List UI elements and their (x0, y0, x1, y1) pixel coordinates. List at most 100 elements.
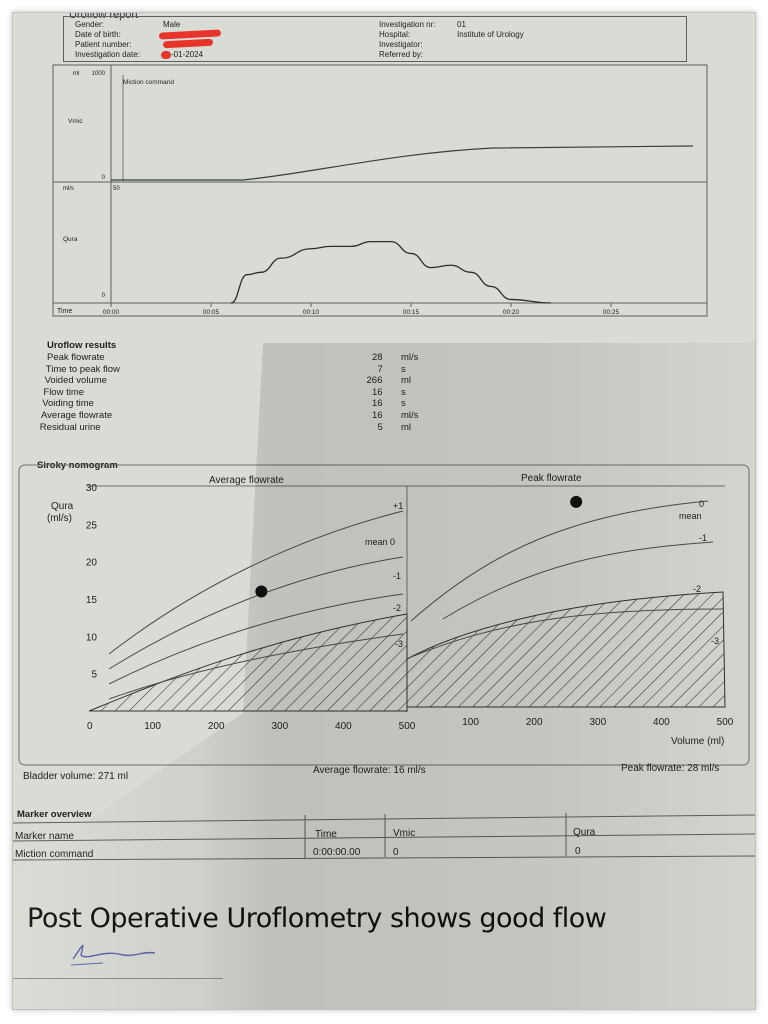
curve-label: +1 (393, 501, 403, 511)
x-tick-label: 100 (144, 721, 161, 732)
report-paper: Uroflow report Gender: Male Date of birt… (12, 12, 756, 1010)
gender-value: Male (163, 20, 181, 29)
y-tick-label: 10 (86, 632, 98, 643)
y-tick-label: 15 (86, 595, 98, 606)
marker-qura-cell: 0 (575, 846, 581, 857)
x-tick-label: 300 (271, 721, 288, 732)
x-tick-label: 500 (399, 721, 416, 732)
report-title: Uroflow report (69, 12, 139, 21)
curve-label: -1 (699, 533, 707, 543)
y-axis-label: Qura (51, 501, 74, 512)
vmic-max: 1000 (92, 71, 106, 77)
bladder-volume: Bladder volume: 271 ml (23, 771, 128, 779)
result-value: 7 (377, 363, 383, 375)
x-tick-label: 400 (653, 717, 670, 728)
time-axis-label: Time (57, 308, 72, 315)
miction-command-label: Miction command (123, 79, 174, 86)
time-ticks: 00:00 00:05 00:10 00:15 00:20 00:25 (103, 303, 620, 316)
results-title: Uroflow results (47, 340, 117, 351)
qura-axis-label: Qura (63, 236, 78, 243)
curve-label: -3 (395, 639, 403, 649)
x-tick-labels: 100 200 300 400 500 100 200 300 400 500 (144, 717, 734, 732)
y-tick-labels: 30 25 20 15 10 5 (86, 483, 98, 681)
investigation-nr-label: Investigation nr: (379, 20, 436, 29)
siroky-nomogram: Average flowrate Peak flowrate Qura (ml/… (18, 464, 750, 779)
y-tick-label: 30 (86, 483, 98, 494)
x-tick-label: 500 (717, 717, 734, 728)
result-unit: ml/s (401, 352, 419, 363)
investigation-date-value: -01-2024 (171, 50, 204, 59)
x-tick-label: 200 (526, 717, 543, 728)
result-label: Average flowrate (41, 410, 113, 421)
time-tick-label: 00:05 (203, 309, 220, 316)
marker-table: Marker name Time Vmic Qura Miction comma… (13, 813, 755, 861)
curve-label: -2 (693, 584, 701, 594)
x-tick-label: 400 (335, 721, 352, 732)
vmic-axis-label: Vmic (68, 118, 83, 125)
referred-by-label: Referred by: (379, 50, 424, 59)
qura-unit: ml/s (63, 186, 74, 192)
result-value: 5 (377, 421, 383, 433)
time-tick-label: 00:15 (403, 309, 420, 316)
column-header: Marker name (15, 831, 74, 842)
patient-number-label: Patient number: (75, 40, 132, 49)
column-header: Time (315, 829, 337, 840)
result-value: 16 (372, 386, 383, 398)
result-value: 28 (372, 352, 383, 363)
marker-time-cell: 0:00:00.00 (313, 847, 361, 858)
gender-label: Gender: (75, 20, 104, 29)
result-label: Time to peak flow (45, 363, 120, 375)
curve-label: -1 (393, 571, 401, 581)
x-tick-label: 300 (589, 717, 606, 728)
curve-label: 0 (699, 499, 704, 509)
result-value: 16 (372, 398, 383, 410)
hospital-value: Institute of Urology (457, 30, 524, 39)
y-tick-label: 5 (91, 670, 97, 681)
average-flowrate-title: Average flowrate (209, 475, 284, 486)
curve-label: -3 (711, 636, 719, 646)
result-unit: s (401, 398, 406, 410)
flow-curve-chart: ml 1000 Miction command Vmic 0 ml/s 50 Q… (52, 64, 708, 317)
vmic-curve (111, 145, 694, 181)
result-label: Residual urine (39, 421, 101, 433)
result-label: Flow time (43, 386, 85, 398)
marker-vmic-cell: 0 (393, 847, 399, 858)
result-label: Peak flowrate (47, 352, 105, 363)
time-tick-label: 00:00 (103, 309, 120, 316)
qura-flow-curve (230, 240, 552, 304)
peak-flowrate-point (570, 495, 583, 508)
peak-flowrate-title: Peak flowrate (521, 473, 582, 484)
qura-min: 0 (102, 293, 106, 299)
result-value: 266 (366, 375, 383, 387)
average-flowrate-point (255, 585, 268, 598)
caption-text: Post Operative Uroflometry shows good fl… (27, 903, 607, 934)
investigator-label: Investigator: (379, 40, 423, 49)
y-tick-label: 20 (86, 558, 98, 569)
curve-label: -2 (393, 603, 401, 613)
result-value: 16 (372, 410, 383, 421)
header-box (63, 16, 687, 62)
result-unit: ml (401, 421, 412, 433)
result-label: Voided volume (44, 375, 107, 387)
result-unit: ml/s (401, 410, 419, 421)
column-header: Qura (573, 827, 596, 838)
x-tick-label: 100 (462, 717, 479, 728)
y-tick-label: 25 (86, 520, 98, 531)
average-flowrate-summary: Average flowrate: 16 ml/s (313, 765, 426, 776)
result-unit: s (401, 386, 406, 398)
result-unit: ml (401, 375, 412, 387)
signature-line (13, 978, 223, 979)
x-origin-label: 0 (87, 721, 93, 732)
marker-name-cell: Miction command (15, 849, 93, 860)
time-tick-label: 00:20 (503, 309, 520, 316)
hospital-label: Hospital: (379, 30, 411, 39)
curve-label: mean 0 (365, 537, 395, 547)
column-header: Vmic (393, 828, 415, 839)
result-label: Voiding time (42, 398, 94, 410)
vmic-min: 0 (102, 175, 106, 181)
peak-flowrate-summary: Peak flowrate: 28 ml/s (621, 763, 719, 774)
investigation-nr-value: 01 (457, 20, 466, 29)
flow-chart-frame (52, 64, 708, 317)
time-tick-label: 00:10 (303, 309, 320, 316)
curve-label: mean (679, 511, 702, 521)
